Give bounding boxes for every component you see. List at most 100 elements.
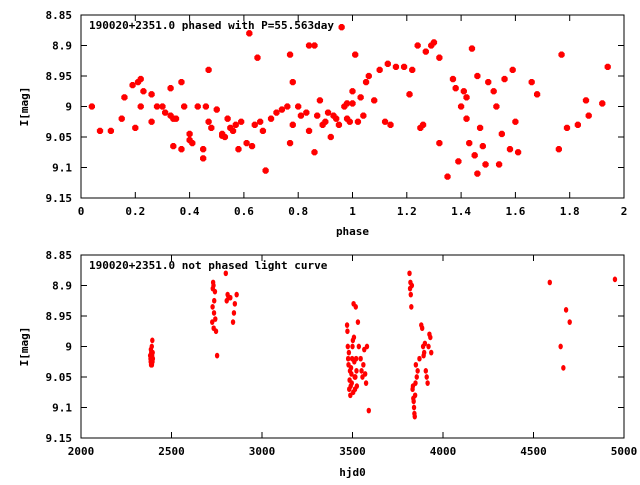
data-point	[364, 343, 370, 350]
data-point	[211, 282, 216, 289]
data-point	[563, 124, 571, 131]
data-point	[346, 349, 352, 356]
data-point	[407, 270, 412, 277]
y-tick-label: 9	[65, 101, 72, 114]
data-point	[482, 161, 489, 168]
data-point	[349, 100, 356, 107]
data-point	[289, 78, 296, 86]
data-point	[430, 39, 438, 46]
data-point	[333, 115, 340, 122]
data-point	[422, 48, 429, 55]
x-axis-label-2: hjd0	[339, 466, 366, 479]
data-point	[425, 380, 430, 386]
data-point	[343, 100, 351, 107]
data-point	[232, 300, 238, 307]
data-point	[351, 334, 357, 341]
data-point	[267, 115, 275, 122]
chart-title-2: 190020+2351.0 not phased light curve	[89, 259, 328, 272]
data-point	[172, 115, 180, 122]
data-point	[295, 103, 302, 110]
data-point	[346, 118, 353, 125]
x-tick-label: 2	[621, 205, 628, 218]
data-point	[200, 155, 207, 162]
y-tick-label: 9.05	[46, 131, 73, 144]
data-point	[411, 398, 416, 405]
data-point	[213, 106, 220, 113]
data-point	[528, 78, 535, 86]
data-point	[366, 407, 371, 414]
data-point	[412, 413, 417, 420]
data-point	[419, 325, 425, 332]
data-point	[88, 103, 95, 110]
x-tick-label: 2000	[68, 445, 95, 458]
data-point	[159, 103, 166, 110]
data-point	[362, 78, 370, 86]
data-point	[354, 383, 360, 390]
data-point	[362, 371, 368, 377]
x-tick-label: 0	[78, 205, 85, 218]
data-point	[194, 103, 201, 110]
y-tick-label: 9.15	[46, 432, 73, 445]
data-point	[178, 78, 185, 86]
data-point	[414, 374, 419, 380]
data-point	[512, 118, 519, 125]
data-point	[460, 88, 467, 95]
data-point	[121, 94, 128, 101]
data-point	[558, 51, 565, 58]
data-point	[563, 307, 569, 313]
data-point	[353, 374, 358, 380]
data-point	[208, 124, 215, 131]
data-point	[498, 130, 505, 138]
data-point	[137, 103, 144, 110]
data-point	[327, 133, 334, 141]
data-point	[408, 291, 413, 298]
data-point	[495, 161, 503, 168]
data-point	[423, 368, 429, 374]
data-point	[455, 158, 462, 165]
data-point	[284, 103, 291, 110]
data-point	[316, 97, 324, 104]
data-point	[286, 139, 294, 147]
data-point	[150, 337, 155, 344]
data-point	[474, 72, 481, 80]
data-point	[356, 343, 362, 350]
data-point	[406, 91, 413, 98]
data-point	[186, 130, 193, 138]
data-point	[493, 103, 500, 110]
chart-title-1: 190020+2351.0 phased with P=55.563day	[89, 19, 334, 32]
data-point	[129, 82, 136, 89]
data-point	[452, 85, 459, 92]
data-point	[514, 149, 522, 156]
data-point	[413, 380, 418, 386]
data-point	[178, 146, 185, 153]
data-point	[230, 319, 236, 325]
data-point	[384, 60, 391, 67]
y-tick-label: 9.05	[46, 371, 73, 384]
data-point	[463, 115, 470, 122]
data-point	[211, 310, 217, 316]
data-point	[335, 121, 343, 128]
data-point	[243, 139, 250, 147]
data-point	[449, 75, 457, 83]
x-tick-label: 3000	[249, 445, 276, 458]
data-point	[415, 368, 420, 374]
data-point	[412, 392, 418, 399]
data-point	[246, 30, 253, 37]
data-point	[289, 121, 296, 128]
data-point	[153, 103, 161, 110]
data-point	[421, 349, 427, 356]
data-point	[228, 294, 233, 301]
data-point	[338, 24, 345, 31]
data-point	[485, 78, 492, 86]
data-point	[350, 343, 355, 350]
data-point	[422, 340, 428, 347]
data-point	[118, 115, 125, 122]
data-point	[354, 118, 362, 125]
data-point	[353, 303, 358, 310]
data-point	[360, 112, 367, 119]
data-point	[229, 127, 237, 135]
data-point	[357, 94, 364, 101]
data-point	[585, 112, 592, 119]
